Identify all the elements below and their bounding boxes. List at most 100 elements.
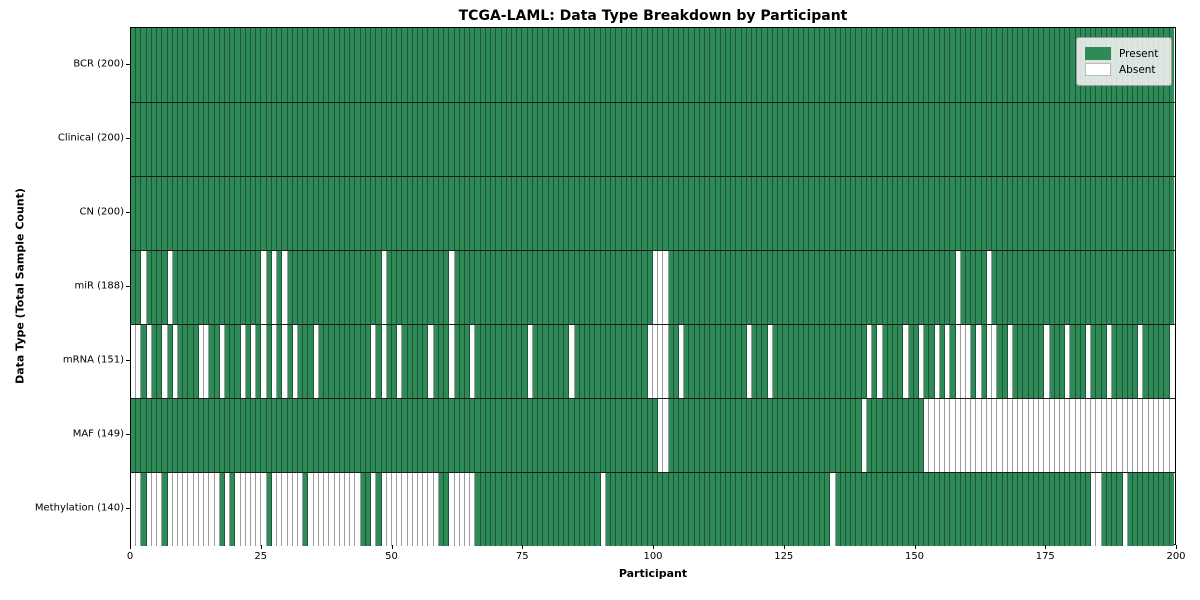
heatmap-cell bbox=[480, 473, 486, 546]
heatmap-cell bbox=[449, 28, 455, 102]
heatmap-cell bbox=[219, 473, 225, 546]
heatmap-cell bbox=[1033, 177, 1040, 250]
heatmap-cell bbox=[955, 251, 961, 324]
heatmap-cell bbox=[882, 325, 888, 398]
heatmap-cell bbox=[298, 177, 304, 250]
heatmap-cell bbox=[157, 325, 163, 398]
heatmap-cell bbox=[684, 325, 690, 398]
heatmap-cell bbox=[929, 177, 935, 250]
heatmap-cell bbox=[339, 473, 345, 546]
heatmap-cell bbox=[762, 251, 768, 324]
heatmap-cell bbox=[485, 103, 492, 176]
heatmap-cell bbox=[778, 325, 784, 398]
heatmap-cell bbox=[538, 251, 544, 324]
heatmap-cell bbox=[720, 103, 726, 176]
heatmap-cell bbox=[1007, 399, 1013, 472]
heatmap-cell bbox=[600, 473, 606, 546]
heatmap-cell bbox=[866, 28, 873, 102]
heatmap-cell bbox=[151, 473, 158, 546]
heatmap-cell bbox=[334, 399, 340, 472]
heatmap-cell bbox=[819, 251, 826, 324]
heatmap-cell bbox=[1096, 177, 1102, 250]
heatmap-cell bbox=[830, 177, 836, 250]
heatmap-cell bbox=[324, 325, 330, 398]
heatmap-cell bbox=[1159, 251, 1165, 324]
heatmap-cell bbox=[423, 399, 429, 472]
heatmap-cell bbox=[579, 177, 586, 250]
heatmap-cell bbox=[136, 28, 142, 102]
heatmap-cell bbox=[558, 251, 565, 324]
heatmap-cell bbox=[887, 28, 893, 102]
heatmap-cell bbox=[287, 103, 293, 176]
heatmap-cell bbox=[491, 473, 497, 546]
heatmap-cell bbox=[971, 177, 977, 250]
heatmap-cell bbox=[465, 28, 471, 102]
heatmap-cell bbox=[1164, 251, 1170, 324]
heatmap-cell bbox=[558, 103, 565, 176]
heatmap-cell bbox=[971, 399, 977, 472]
heatmap-cell bbox=[240, 177, 246, 250]
heatmap-cell bbox=[355, 28, 361, 102]
heatmap-cell bbox=[752, 399, 758, 472]
heatmap-cell bbox=[1049, 28, 1055, 102]
heatmap-cell bbox=[830, 103, 836, 176]
heatmap-cell bbox=[877, 473, 883, 546]
heatmap-cell bbox=[600, 325, 606, 398]
heatmap-cell bbox=[736, 251, 742, 324]
heatmap-cell bbox=[131, 325, 137, 398]
heatmap-cell bbox=[428, 103, 434, 176]
heatmap-cell bbox=[501, 177, 507, 250]
heatmap-cell bbox=[705, 251, 711, 324]
heatmap-cell bbox=[736, 177, 742, 250]
heatmap-cell bbox=[605, 28, 612, 102]
heatmap-cell bbox=[793, 28, 799, 102]
heatmap-cell bbox=[1028, 177, 1034, 250]
heatmap-cell bbox=[438, 251, 445, 324]
heatmap-cell bbox=[371, 251, 377, 324]
heatmap-cell bbox=[397, 399, 403, 472]
heatmap-cell bbox=[1044, 177, 1050, 250]
heatmap-cell bbox=[1018, 103, 1024, 176]
heatmap-cell bbox=[506, 28, 512, 102]
heatmap-cell bbox=[334, 473, 340, 546]
heatmap-cell bbox=[1091, 177, 1097, 250]
heatmap-cell bbox=[548, 325, 554, 398]
heatmap-cell bbox=[496, 177, 502, 250]
heatmap-cell bbox=[1159, 103, 1165, 176]
heatmap-cell bbox=[136, 177, 142, 250]
heatmap-cell bbox=[746, 251, 753, 324]
heatmap-cell bbox=[355, 473, 361, 546]
heatmap-cell bbox=[1148, 103, 1154, 176]
heatmap-cell bbox=[1106, 251, 1113, 324]
heatmap-cell bbox=[386, 28, 392, 102]
heatmap-cell bbox=[496, 325, 502, 398]
heatmap-cell bbox=[177, 399, 184, 472]
heatmap-cell bbox=[167, 28, 173, 102]
heatmap-cell bbox=[684, 399, 690, 472]
heatmap-cell bbox=[1054, 473, 1060, 546]
heatmap-cell bbox=[705, 399, 711, 472]
heatmap-cell bbox=[851, 473, 857, 546]
heatmap-cell bbox=[344, 103, 351, 176]
heatmap-cell bbox=[506, 251, 512, 324]
heatmap-cell bbox=[391, 251, 398, 324]
heatmap-cell bbox=[908, 28, 914, 102]
heatmap-cell bbox=[465, 103, 471, 176]
heatmap-cell bbox=[1070, 103, 1076, 176]
heatmap-cell bbox=[131, 473, 137, 546]
heatmap-cell bbox=[183, 28, 189, 102]
heatmap-cell bbox=[705, 325, 711, 398]
heatmap-cell bbox=[371, 28, 377, 102]
heatmap-cell bbox=[1039, 473, 1045, 546]
heatmap-cell bbox=[444, 251, 450, 324]
heatmap-cell bbox=[480, 251, 486, 324]
heatmap-cell bbox=[945, 103, 951, 176]
heatmap-cell bbox=[136, 103, 142, 176]
heatmap-cell bbox=[454, 473, 460, 546]
heatmap-cell bbox=[694, 473, 700, 546]
heatmap-cell bbox=[245, 325, 252, 398]
heatmap-cell bbox=[966, 325, 972, 398]
heatmap-cell bbox=[177, 251, 184, 324]
heatmap-cell bbox=[668, 399, 674, 472]
heatmap-cell bbox=[1007, 251, 1013, 324]
